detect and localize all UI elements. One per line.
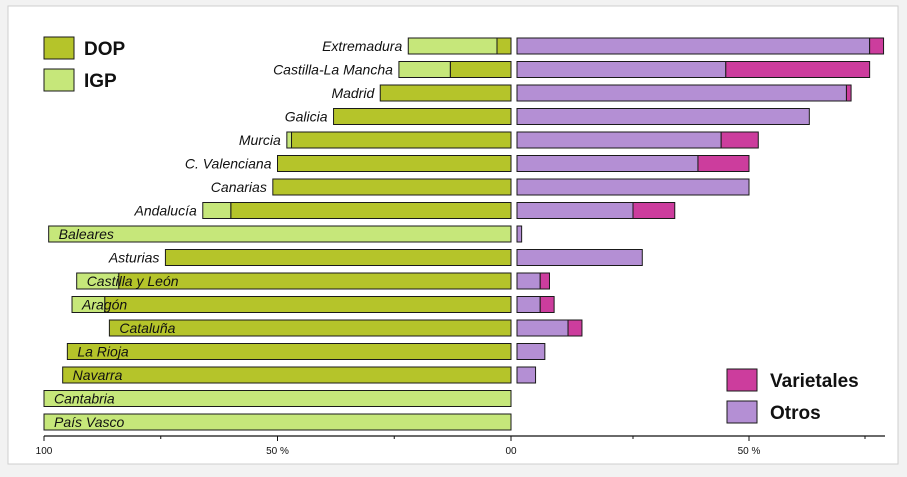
left-bars-group [43,37,512,431]
bar-dop-navarra [62,366,512,384]
category-label-cataluna: Cataluña [119,320,175,336]
category-label-extremadura: Extremadura [322,38,402,54]
bar-igp-aragon [71,296,106,313]
bar-dop-madrid [379,84,512,102]
legend-label-igp: IGP [84,71,117,92]
category-label-madrid: Madrid [331,85,375,101]
category-label-castilla-la-mancha: Castilla-La Mancha [273,62,393,78]
axis-group: 100 50 % 00 50 % [36,435,885,457]
bar-dop-c-valenciana [277,155,512,172]
bar-dop-aragon [104,296,512,313]
category-label-castilla-y-leon: Castilla y León [87,273,179,289]
bar-varietales-murcia [720,131,759,149]
bar-varietales-castilla-y-leon [539,272,550,290]
bar-otros-navarra [516,366,537,384]
x-tick-label-left-50: 50 % [266,446,289,457]
bar-otros-madrid [516,84,847,102]
bar-igp-cantabria [43,390,512,407]
category-label-baleares: Baleares [59,226,114,242]
bar-dop-castilla-la-mancha [449,61,512,78]
bar-varietales-c-valenciana [697,155,750,172]
category-labels-group: Extremadura Castilla-La Mancha MadridGalic… [54,38,402,430]
legend-swatch-igp [43,68,75,92]
legend-label-dop: DOP [84,39,126,60]
bar-otros-canarias [516,178,750,196]
category-label-c-valenciana: C. Valenciana [185,156,272,172]
bar-otros-galicia [516,108,810,125]
bar-varietales-madrid [845,84,852,102]
bar-dop-extremadura [496,37,512,55]
legend-swatch-varietales [726,368,758,392]
left-legend: DOP IGP [43,36,126,92]
bar-dop-asturias [164,249,512,266]
category-label-andalucia: Andalucía [133,203,196,219]
legend-swatch-dop [43,36,75,60]
category-label-cantabria: Cantabria [54,391,115,407]
bar-otros-la-rioja [516,343,546,360]
category-label-asturias: Asturias [108,250,160,266]
bar-igp-pais-vasco [43,413,512,431]
right-legend: Varietales Otros [726,368,859,424]
bar-otros-castilla-la-mancha [516,61,727,78]
category-label-galicia: Galicia [285,109,328,125]
bar-otros-cataluna [516,319,569,337]
x-tick-label-right-50: 50 % [738,446,761,457]
x-tick-label-left-100: 100 [36,446,53,457]
bar-otros-c-valenciana [516,155,699,172]
category-label-canarias: Canarias [211,179,267,195]
bar-otros-andalucia [516,202,634,219]
bar-varietales-aragon [539,296,555,313]
bar-dop-la-rioja [66,343,512,360]
category-label-la-rioja: La Rioja [77,344,129,360]
bar-otros-asturias [516,249,643,266]
bar-igp-baleares [48,225,512,243]
bar-igp-murcia [286,131,293,149]
bar-igp-castilla-la-mancha [398,61,451,78]
bar-otros-murcia [516,131,722,149]
category-label-murcia: Murcia [239,132,281,148]
category-label-navarra: Navarra [73,367,123,383]
x-tick-label-left-0: 00 [505,446,517,457]
category-label-pais-vasco: País Vasco [54,414,125,430]
bar-igp-castilla-y-leon [76,272,120,290]
legend-label-otros: Otros [770,403,821,424]
right-bars-group [516,37,885,384]
legend-swatch-otros [726,400,758,424]
bar-dop-galicia [333,108,512,125]
legend-label-varietales: Varietales [770,371,859,392]
bar-dop-canarias [272,178,512,196]
bar-dop-cataluna [108,319,512,337]
bar-varietales-extremadura [869,37,885,55]
bar-otros-baleares [516,225,523,243]
bar-dop-andalucia [230,202,512,219]
bar-otros-castilla-y-leon [516,272,541,290]
bar-varietales-andalucia [632,202,676,219]
bar-otros-extremadura [516,37,871,55]
category-label-aragon: Aragón [81,297,127,313]
bar-dop-murcia [291,131,512,149]
bar-otros-aragon [516,296,541,313]
bar-igp-andalucia [202,202,232,219]
bar-varietales-cataluna [567,319,583,337]
bar-varietales-castilla-la-mancha [725,61,871,78]
bar-igp-extremadura [407,37,498,55]
